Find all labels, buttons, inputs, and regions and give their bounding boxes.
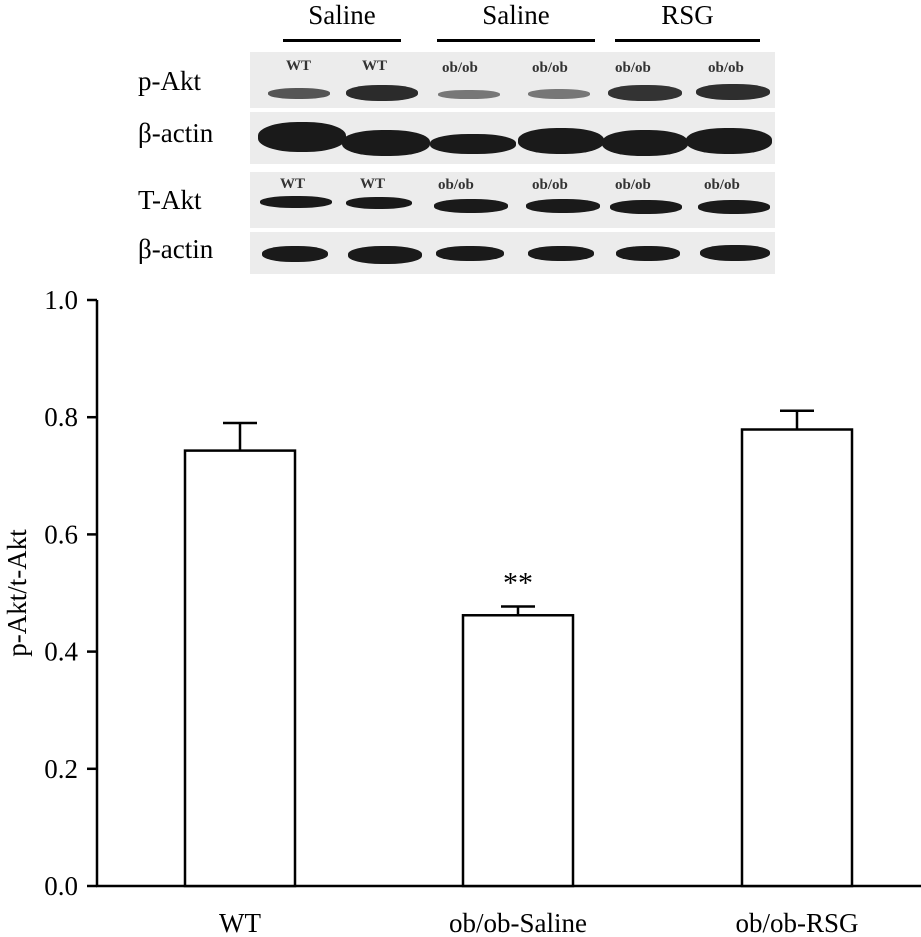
lane-label: ob/ob	[708, 60, 744, 76]
band	[258, 122, 346, 152]
band	[518, 128, 604, 154]
band	[438, 90, 500, 99]
band	[430, 134, 516, 154]
band	[346, 197, 412, 209]
lane-label: ob/ob	[615, 177, 651, 193]
band	[262, 246, 328, 262]
bar	[740, 428, 854, 888]
lane-label: ob/ob	[532, 60, 568, 76]
band	[698, 200, 770, 214]
lane-label: WT	[280, 176, 306, 192]
lane-label: ob/ob	[442, 60, 478, 76]
band	[700, 245, 770, 261]
group-label-saline-ob: Saline	[482, 0, 550, 30]
band	[348, 246, 422, 264]
band	[602, 130, 688, 156]
lane-label: WT	[360, 176, 386, 192]
band	[342, 130, 430, 156]
band	[528, 89, 590, 99]
x-tick-label: WT	[219, 908, 261, 937]
group-underline	[437, 39, 595, 42]
band	[686, 128, 772, 154]
x-tick-label: ob/ob-Saline	[449, 908, 587, 937]
bar	[183, 449, 297, 888]
band	[260, 196, 332, 208]
band	[434, 199, 508, 213]
band	[268, 88, 330, 99]
blot-strip-beta-actin	[250, 232, 775, 274]
band	[608, 85, 682, 101]
group-label-rsg: RSG	[661, 0, 714, 30]
y-tick-label: 0.2	[44, 754, 78, 784]
band	[528, 246, 594, 261]
band	[436, 246, 504, 261]
band	[696, 84, 770, 100]
group-underline	[283, 39, 401, 42]
bar-chart: 0.0 0.2 0.4 0.6 0.8 1.0 p-Akt/t-Akt WT ** ob/ob-S…	[2, 285, 921, 937]
row-label-p-akt: p-Akt	[138, 66, 201, 96]
x-tick-label: ob/ob-RSG	[735, 908, 858, 937]
lane-label: ob/ob	[704, 177, 740, 193]
lane-label: WT	[286, 58, 312, 74]
row-label-beta-actin: β-actin	[138, 234, 214, 264]
group-underline	[615, 39, 760, 42]
y-tick-label: 0.0	[44, 871, 78, 901]
row-label-beta-actin: β-actin	[138, 118, 214, 148]
y-tick-label: 0.4	[44, 637, 78, 667]
band	[610, 200, 682, 214]
blot-strip-p-akt: WT WT ob/ob ob/ob ob/ob ob/ob	[250, 52, 775, 108]
band	[616, 246, 680, 261]
row-label-t-akt: T-Akt	[138, 185, 202, 215]
lane-label: ob/ob	[438, 177, 474, 193]
band	[346, 85, 418, 101]
blot-strip-t-akt: WT WT ob/ob ob/ob ob/ob ob/ob	[250, 172, 775, 228]
blot-strip-beta-actin	[250, 112, 775, 164]
significance-annotation: **	[503, 566, 533, 599]
lane-label: ob/ob	[532, 177, 568, 193]
lane-label: ob/ob	[615, 60, 651, 76]
y-tick-label: 0.6	[44, 519, 78, 549]
y-axis-label: p-Akt/t-Akt	[2, 529, 32, 657]
bar	[461, 614, 575, 888]
band	[526, 199, 600, 213]
group-label-saline-wt: Saline	[308, 0, 376, 30]
y-tick-label: 0.8	[44, 402, 78, 432]
lane-label: WT	[362, 58, 388, 74]
y-tick-label: 1.0	[44, 285, 78, 315]
